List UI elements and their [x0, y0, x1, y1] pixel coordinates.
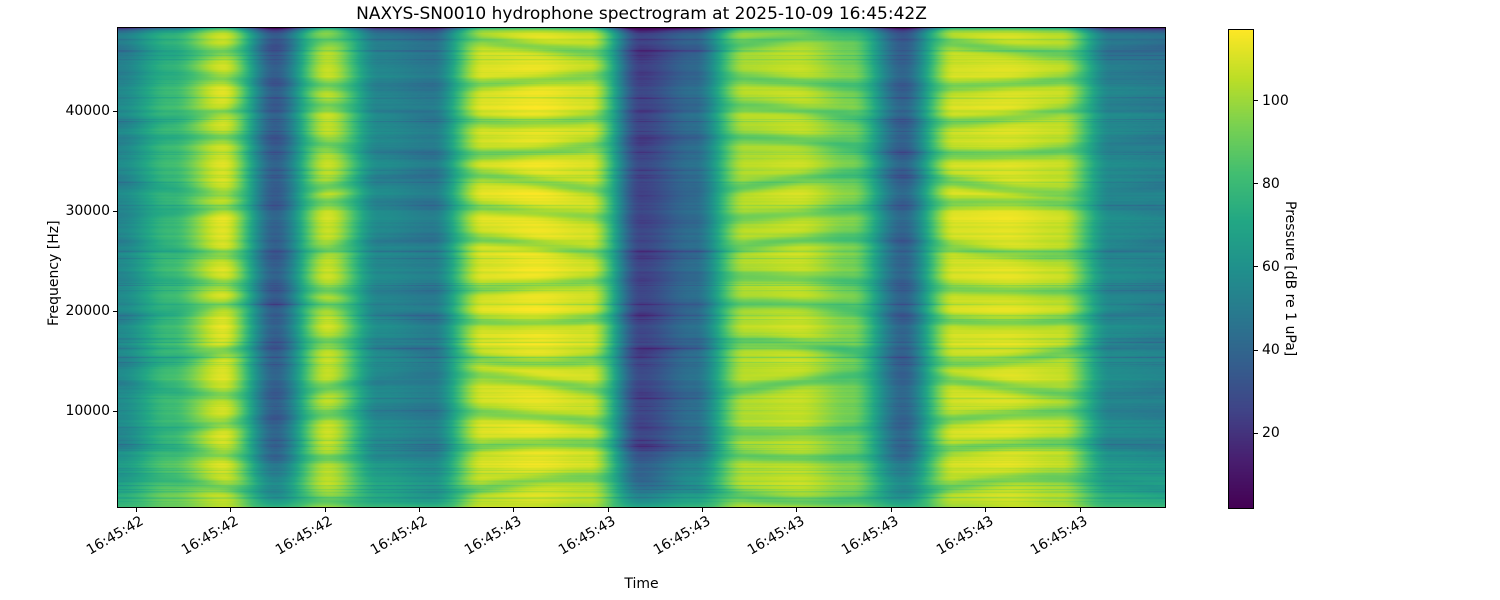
x-tick-mark [702, 508, 703, 512]
colorbar-tick-label: 100 [1262, 92, 1289, 109]
colorbar-tick-mark [1254, 183, 1258, 185]
x-tick-label: 16:45:42 [273, 513, 336, 559]
x-tick-label: 16:45:43 [650, 513, 713, 559]
y-tick-label: 10000 [65, 403, 110, 419]
y-tick-label: 40000 [65, 103, 110, 119]
y-tick-label: 30000 [65, 203, 110, 219]
colorbar-tick-mark [1254, 266, 1258, 268]
colorbar-label: Pressure [dB re 1 uPa] [1282, 201, 1298, 357]
x-tick-label: 16:45:42 [178, 513, 242, 559]
colorbar-tick-label: 40 [1262, 342, 1280, 359]
colorbar-tick-mark [1254, 432, 1258, 434]
x-tick-mark [135, 508, 137, 512]
x-tick-label: 16:45:43 [1028, 513, 1091, 559]
x-tick-mark [230, 508, 232, 512]
x-tick-mark [324, 508, 326, 512]
colorbar-tick-label: 80 [1262, 175, 1280, 192]
colorbar-tick-mark [1254, 100, 1258, 102]
x-tick-mark [796, 508, 798, 512]
x-tick-label: 16:45:43 [556, 513, 619, 559]
y-tick-mark [113, 110, 117, 112]
x-tick-label: 16:45:42 [367, 513, 430, 559]
x-tick-mark [890, 508, 892, 512]
plot-frame [117, 27, 1166, 508]
colorbar-gradient [1229, 30, 1253, 508]
y-tick-mark [113, 210, 117, 212]
x-tick-mark [607, 508, 609, 512]
y-tick-label: 20000 [65, 303, 110, 319]
colorbar-frame [1228, 29, 1254, 509]
colorbar-tick-label: 20 [1262, 425, 1280, 442]
y-tick-mark [113, 310, 117, 312]
chart-title: NAXYS-SN0010 hydrophone spectrogram at 2… [356, 4, 927, 24]
x-tick-mark [985, 508, 987, 512]
x-tick-label: 16:45:43 [933, 513, 997, 559]
x-tick-mark [1079, 508, 1081, 512]
x-tick-label: 16:45:43 [744, 513, 808, 559]
x-axis-label: Time [624, 576, 659, 592]
x-tick-label: 16:45:42 [84, 513, 147, 559]
colorbar-tick-mark [1254, 349, 1258, 351]
x-tick-label: 16:45:43 [461, 513, 525, 559]
x-tick-mark [418, 508, 420, 512]
x-tick-mark [513, 508, 515, 512]
spectrogram-canvas [118, 28, 1165, 507]
y-tick-mark [113, 410, 117, 412]
colorbar-tick-label: 60 [1262, 258, 1280, 275]
x-tick-label: 16:45:43 [839, 513, 902, 559]
